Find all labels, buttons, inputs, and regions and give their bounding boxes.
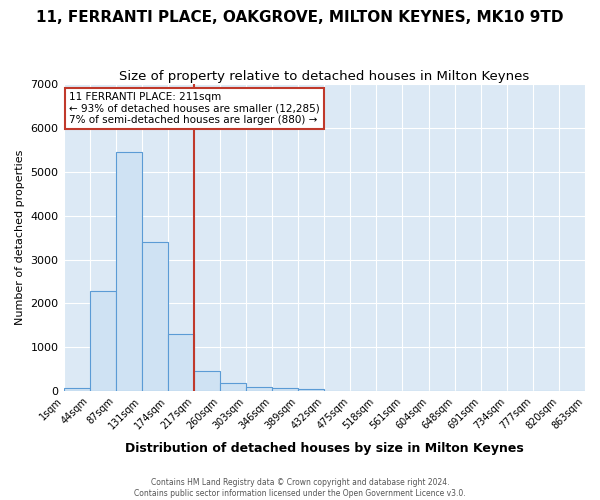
Bar: [272, 388, 298, 391]
Bar: [168, 334, 194, 391]
Bar: [246, 387, 272, 391]
Bar: [64, 388, 89, 391]
Text: Contains HM Land Registry data © Crown copyright and database right 2024.
Contai: Contains HM Land Registry data © Crown c…: [134, 478, 466, 498]
Bar: [194, 371, 220, 391]
Bar: [142, 242, 168, 391]
Text: 11, FERRANTI PLACE, OAKGROVE, MILTON KEYNES, MK10 9TD: 11, FERRANTI PLACE, OAKGROVE, MILTON KEY…: [36, 10, 564, 25]
Text: 11 FERRANTI PLACE: 211sqm
← 93% of detached houses are smaller (12,285)
7% of se: 11 FERRANTI PLACE: 211sqm ← 93% of detac…: [69, 92, 320, 125]
Bar: [298, 390, 324, 391]
Bar: [220, 383, 246, 391]
Y-axis label: Number of detached properties: Number of detached properties: [15, 150, 25, 326]
Title: Size of property relative to detached houses in Milton Keynes: Size of property relative to detached ho…: [119, 70, 529, 83]
Bar: [116, 152, 142, 391]
Bar: [89, 291, 116, 391]
X-axis label: Distribution of detached houses by size in Milton Keynes: Distribution of detached houses by size …: [125, 442, 524, 455]
